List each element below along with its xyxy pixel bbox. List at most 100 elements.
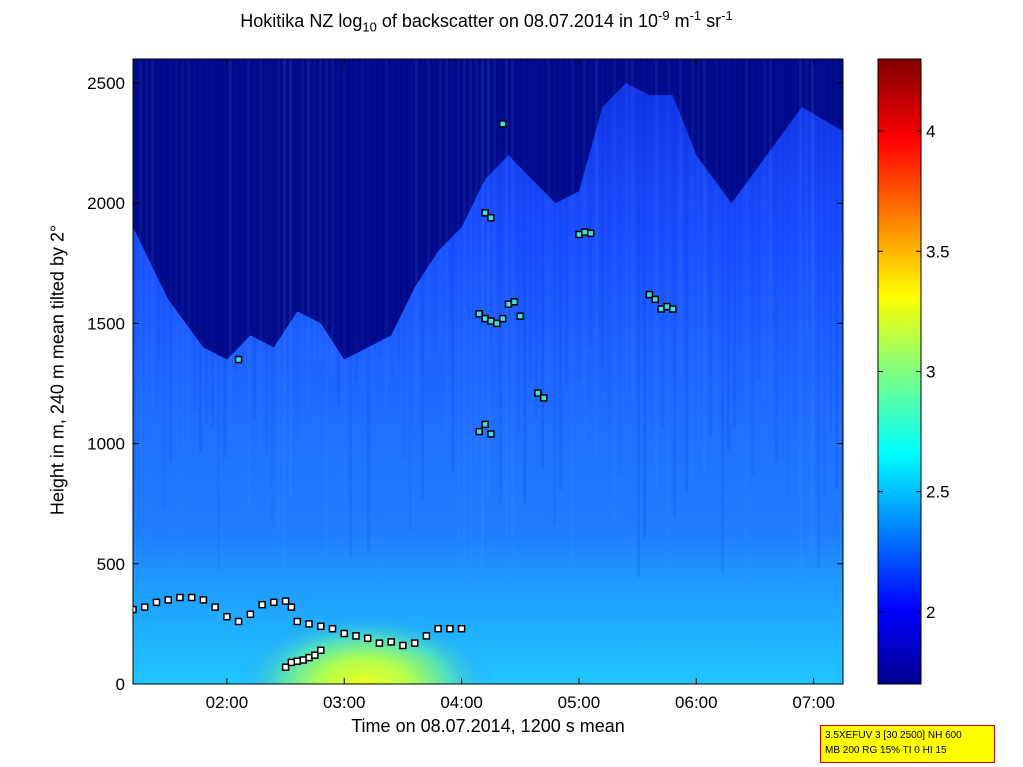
x-tick-label: 05:00 [558,693,601,712]
streak [823,59,826,495]
streak [391,59,394,382]
streak [607,59,610,438]
layer-marker-0-14 [287,603,296,611]
streak [529,59,532,383]
streak [343,59,346,518]
streak [721,59,724,572]
layer-marker-2-21 [657,305,665,313]
streak [397,59,400,362]
layer-marker-0-22 [375,639,384,647]
y-tick-label: 2500 [87,74,125,93]
streak [733,59,736,427]
layer-marker-2-5 [498,314,507,323]
layer-marker-2-10 [481,420,489,429]
streak [619,59,622,475]
streak [595,59,598,455]
layer-marker-2-0 [234,355,243,364]
streak [463,59,466,567]
streak [541,59,544,469]
streak [175,59,178,576]
layer-marker-1-1 [287,658,296,667]
layer-marker-2-9 [475,427,483,436]
layer-marker-0-29 [457,624,466,633]
plot-area [133,59,843,684]
layer-marker-2-13 [487,213,495,222]
streak [439,59,442,348]
x-tick-label: 02:00 [206,693,249,712]
streak [385,59,388,415]
streak [457,59,460,565]
plot-frame [132,58,844,685]
streak [835,59,838,490]
colorbar-axis: 2 2.5 3 3.5 4 [878,122,950,622]
streak [247,59,250,511]
layer-marker-2-23 [669,305,677,313]
info-line-1: 3.5XEFUV 3 [30 2500] NH 600 [825,730,962,741]
streak [277,59,280,532]
streak [145,59,148,560]
streak [211,59,214,429]
streak [703,59,706,473]
streak [349,59,352,558]
streak [697,59,700,438]
streak [283,59,286,572]
layer-marker-0-25 [410,639,419,647]
streak [229,59,232,441]
layer-marker-0-23 [387,638,395,646]
colorbar-tick-label: 2 [926,603,935,622]
layer-marker-0-16 [305,620,313,628]
layer-marker-2-3 [487,317,495,325]
streak [169,59,172,463]
streak [763,59,766,401]
streak [451,59,454,473]
layer-marker-2-6 [504,300,513,308]
streak [361,59,364,346]
boundary-layer-field [133,530,843,684]
x-axis-label: Time on 08.07.2014, 1200 s mean [351,716,625,736]
layer-marker-0-17 [317,622,325,631]
streak [655,59,658,488]
streak [535,59,538,419]
streak [193,59,196,411]
layer-marker-0-7 [211,603,219,611]
layer-marker-0-3 [164,596,172,604]
streak [217,59,220,572]
layer-marker-2-15 [539,394,548,402]
streak [487,59,490,500]
x-axis: 02:00 03:00 04:00 05:00 06:00 07:00 [206,59,835,712]
streak [637,59,640,578]
streak [319,59,322,363]
streak [715,59,718,435]
streak [601,59,604,367]
streak [841,59,843,518]
streak [265,59,268,451]
streak [367,59,370,552]
streak [559,59,562,491]
streak [223,59,226,458]
layer-marker-0-20 [352,632,360,640]
layer-marker-0-1 [140,603,149,611]
streak [379,59,382,357]
layer-marker-0-0 [133,605,137,614]
streak [565,59,568,385]
y-tick-label: 1500 [87,314,125,333]
y-axis-label: Height in m, 240 m mean tilted by 2° [47,224,68,516]
layer-marker-2-19 [645,290,654,299]
streak [517,59,520,433]
streak [415,59,418,425]
streak [553,59,556,526]
layer-marker-0-15 [293,617,302,626]
layer-marker-0-28 [446,624,454,633]
streak [811,59,814,553]
streak [475,59,478,465]
layer-marker-0-9 [234,617,243,626]
layer-marker-2-20 [651,295,659,304]
streak [661,59,664,429]
layer-marker-2-24 [498,120,507,128]
streak [325,59,328,559]
streak [643,59,646,541]
streak [775,59,778,464]
y-tick-label: 2000 [87,194,125,213]
streak [751,59,754,476]
